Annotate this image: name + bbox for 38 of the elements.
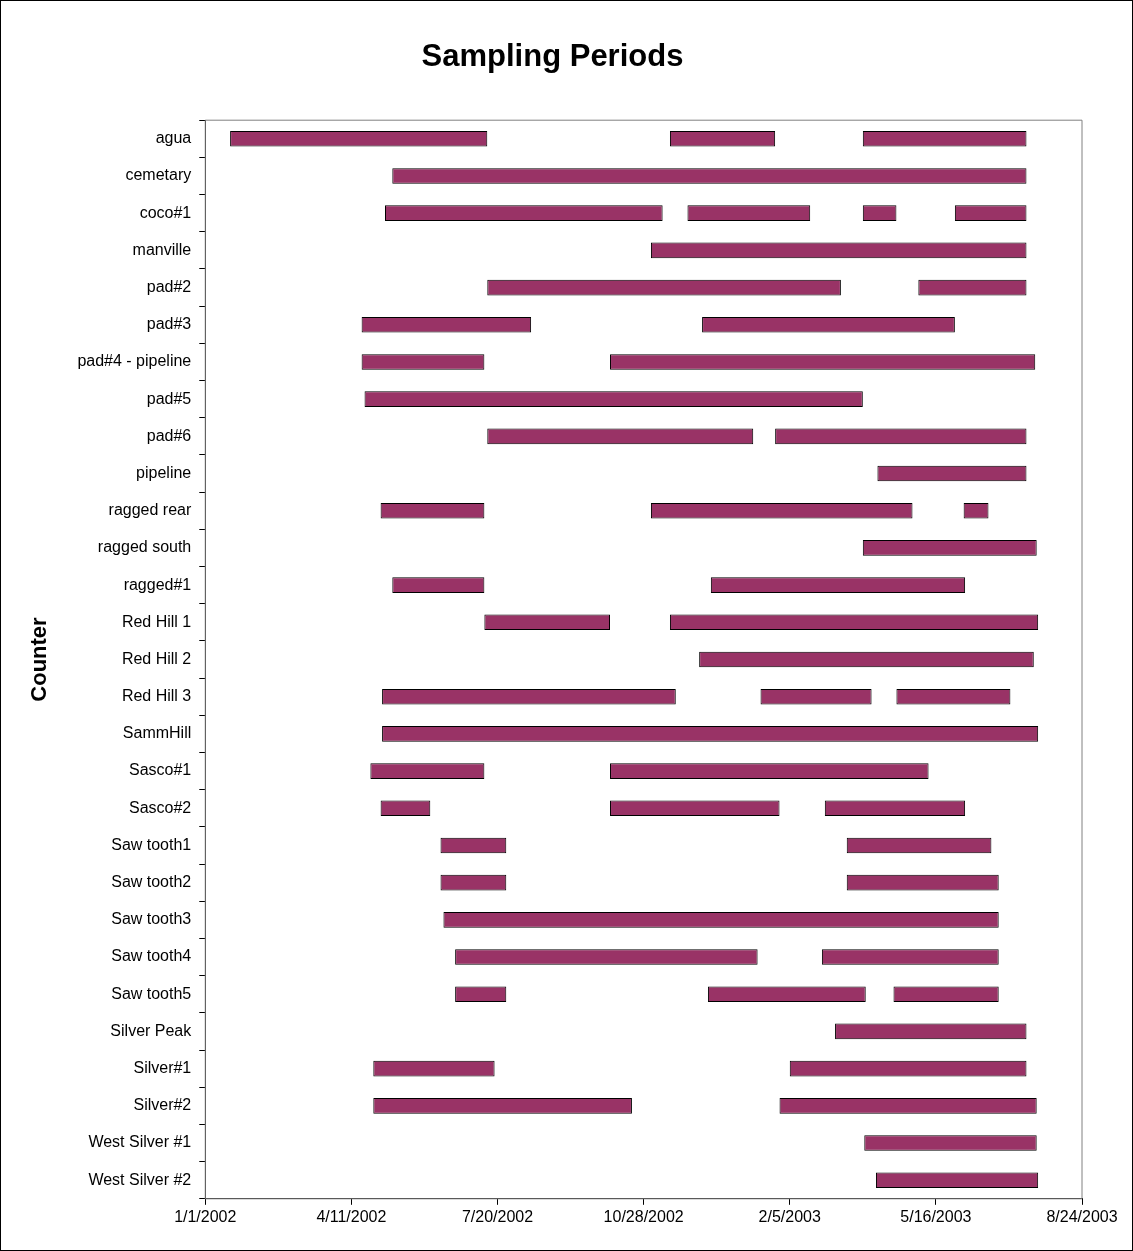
- y-tick-label: Saw tooth2: [111, 873, 192, 891]
- y-tick-label: Silver#2: [133, 1096, 192, 1114]
- y-tick-label: SammHill: [122, 724, 192, 742]
- chart-title: Sampling Periods: [421, 38, 684, 74]
- x-tick-label: 7/20/2002: [461, 1207, 534, 1225]
- y-tick-label: pad#5: [146, 389, 192, 407]
- y-tick-label: ragged rear: [108, 501, 192, 519]
- y-tick-label: coco#1: [139, 203, 192, 221]
- y-tick-label: Red Hill 1: [121, 612, 192, 630]
- y-tick-label: pad#4 - pipeline: [77, 352, 192, 370]
- y-tick-label: Silver Peak: [110, 1021, 193, 1039]
- x-tick-label: 4/11/2002: [316, 1207, 387, 1225]
- y-tick-label: Saw tooth4: [111, 947, 192, 965]
- y-tick-label: Saw tooth5: [111, 984, 192, 1002]
- x-tick-label: 2/5/2003: [758, 1207, 821, 1225]
- y-tick-label: Red Hill 2: [121, 649, 192, 667]
- y-tick-label: cemetary: [125, 166, 192, 184]
- y-tick-label: pad#6: [146, 426, 192, 444]
- y-tick-label: Saw tooth1: [111, 835, 192, 853]
- x-tick-label: 1/1/2002: [174, 1207, 237, 1225]
- y-tick-label: pad#2: [146, 277, 192, 295]
- y-tick-label: manville: [132, 240, 192, 258]
- y-axis-title: Counter: [26, 616, 52, 702]
- y-tick-label: West Silver #1: [88, 1133, 192, 1151]
- y-tick-label: Sasco#2: [129, 798, 192, 816]
- y-tick-label: pad#3: [146, 315, 192, 333]
- x-tick-label: 8/24/2003: [1046, 1207, 1118, 1225]
- y-tick-label: agua: [155, 129, 192, 147]
- x-tick-label: 10/28/2002: [603, 1207, 684, 1225]
- y-tick-label: ragged south: [97, 538, 192, 556]
- y-tick-label: Sasco#1: [129, 761, 192, 779]
- y-tick-label: Silver#1: [133, 1059, 192, 1077]
- y-tick-label: Saw tooth3: [111, 910, 192, 928]
- y-tick-label: ragged#1: [123, 575, 192, 593]
- y-tick-label: West Silver #2: [88, 1170, 192, 1188]
- y-tick-label: pipeline: [136, 463, 192, 481]
- x-tick-label: 5/16/2003: [900, 1207, 972, 1225]
- y-tick-label: Red Hill 3: [121, 687, 192, 705]
